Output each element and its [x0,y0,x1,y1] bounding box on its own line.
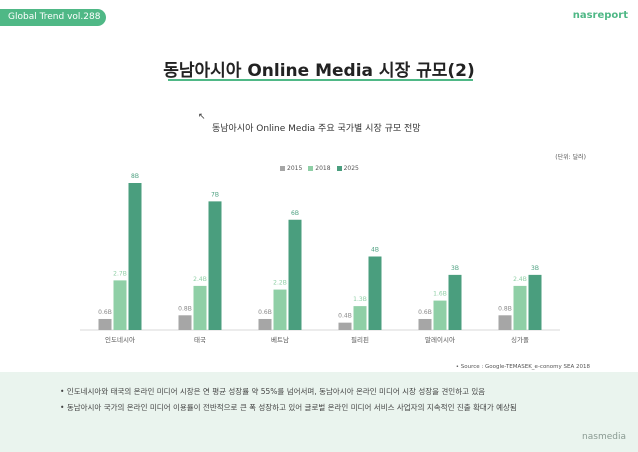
legend-swatch-2018 [308,166,314,171]
bar-2025-1 [208,201,222,330]
category-label-0: 인도네시아 [105,335,135,344]
bar-2018-2 [273,289,287,330]
brand-logo-bottom: nasmedia [582,432,626,442]
brand-logo-top: nasreport [572,10,628,21]
summary-note-2-text: 동남아시아 국가의 온라인 미디어 이용률이 전반적으로 큰 폭 성장하고 있어… [66,403,517,412]
data-label-2018-2: 2.2B [273,280,287,287]
category-label-2: 베트남 [271,335,289,344]
bar-2025-5 [528,274,542,330]
data-label-2018-1: 2.4B [193,276,207,283]
bar-2018-4 [433,300,447,330]
title-underline [168,79,473,81]
summary-panel [0,372,638,452]
legend-swatch-2025 [336,166,342,171]
data-label-2015-5: 0.8B [498,305,512,312]
data-label-2025-2: 6B [291,210,299,217]
bar-2018-0 [113,280,127,330]
bar-2025-2 [288,219,302,330]
bar-2015-2 [258,318,272,330]
bar-2025-3 [368,256,382,330]
data-label-2015-0: 0.6B [98,309,112,316]
category-label-4: 말레이시아 [425,335,455,344]
data-label-2015-1: 0.8B [178,305,192,312]
bar-2015-3 [338,322,352,330]
bar-2025-0 [128,183,142,330]
legend-item-2018: 2018 [308,165,331,172]
legend-item-2025: 2025 [336,165,359,172]
category-label-5: 싱가폴 [511,335,529,344]
legend-label-2015: 2015 [287,165,303,172]
data-label-2025-0: 8B [131,173,139,180]
category-label-1: 태국 [194,336,206,344]
bullet-icon: • [60,387,67,396]
summary-note-1-text: 인도네시아와 태국의 온라인 미디어 시장은 연 평균 성장률 약 55%를 넘… [66,387,486,396]
data-label-2018-0: 2.7B [113,270,127,277]
chart-legend: 2015 2018 2025 [280,165,359,172]
legend-label-2025: 2025 [343,165,359,172]
summary-note-2: • 동남아시아 국가의 온라인 미디어 이용률이 전반적으로 큰 폭 성장하고 … [60,402,517,413]
data-label-2025-3: 4B [371,247,379,254]
page-title: 동남아시아 Online Media 시장 규모(2) [163,61,475,81]
source-note: • Source : Google-TEMASEK_e-conomy SEA 2… [455,364,590,370]
bar-2018-1 [193,285,207,330]
bar-2025-4 [448,274,462,330]
bar-2018-5 [513,285,527,330]
unit-label: (단위: 달러) [555,154,586,161]
bullet-icon: • [60,403,67,412]
bar-2015-0 [98,318,112,330]
bar-2015-1 [178,315,192,330]
data-label-2018-4: 1.6B [433,291,447,298]
bar-2015-4 [418,318,432,330]
summary-note-1: • 인도네시아와 태국의 온라인 미디어 시장은 연 평균 성장률 약 55%를… [60,386,485,397]
data-label-2015-3: 0.4B [338,313,352,320]
chart-subtitle: 동남아시아 Online Media 주요 국가별 시장 규모 전망 [212,124,421,134]
data-label-2025-1: 7B [211,191,219,198]
legend-item-2015: 2015 [280,165,302,172]
cursor-icon: ↖ [198,112,206,122]
legend-label-2018: 2018 [315,165,331,172]
data-label-2015-4: 0.6B [418,309,432,316]
data-label-2018-5: 2.4B [513,276,527,283]
bar-2018-3 [353,306,367,330]
issue-tag: Global Trend vol.288 [0,9,106,26]
data-label-2015-2: 0.6B [258,309,272,316]
category-label-3: 필리핀 [351,335,369,344]
data-label-2018-3: 1.3B [353,296,367,303]
data-label-2025-4: 3B [451,265,459,272]
data-label-2025-5: 3B [531,265,539,272]
bar-2015-5 [498,315,512,330]
legend-swatch-2015 [280,166,285,171]
